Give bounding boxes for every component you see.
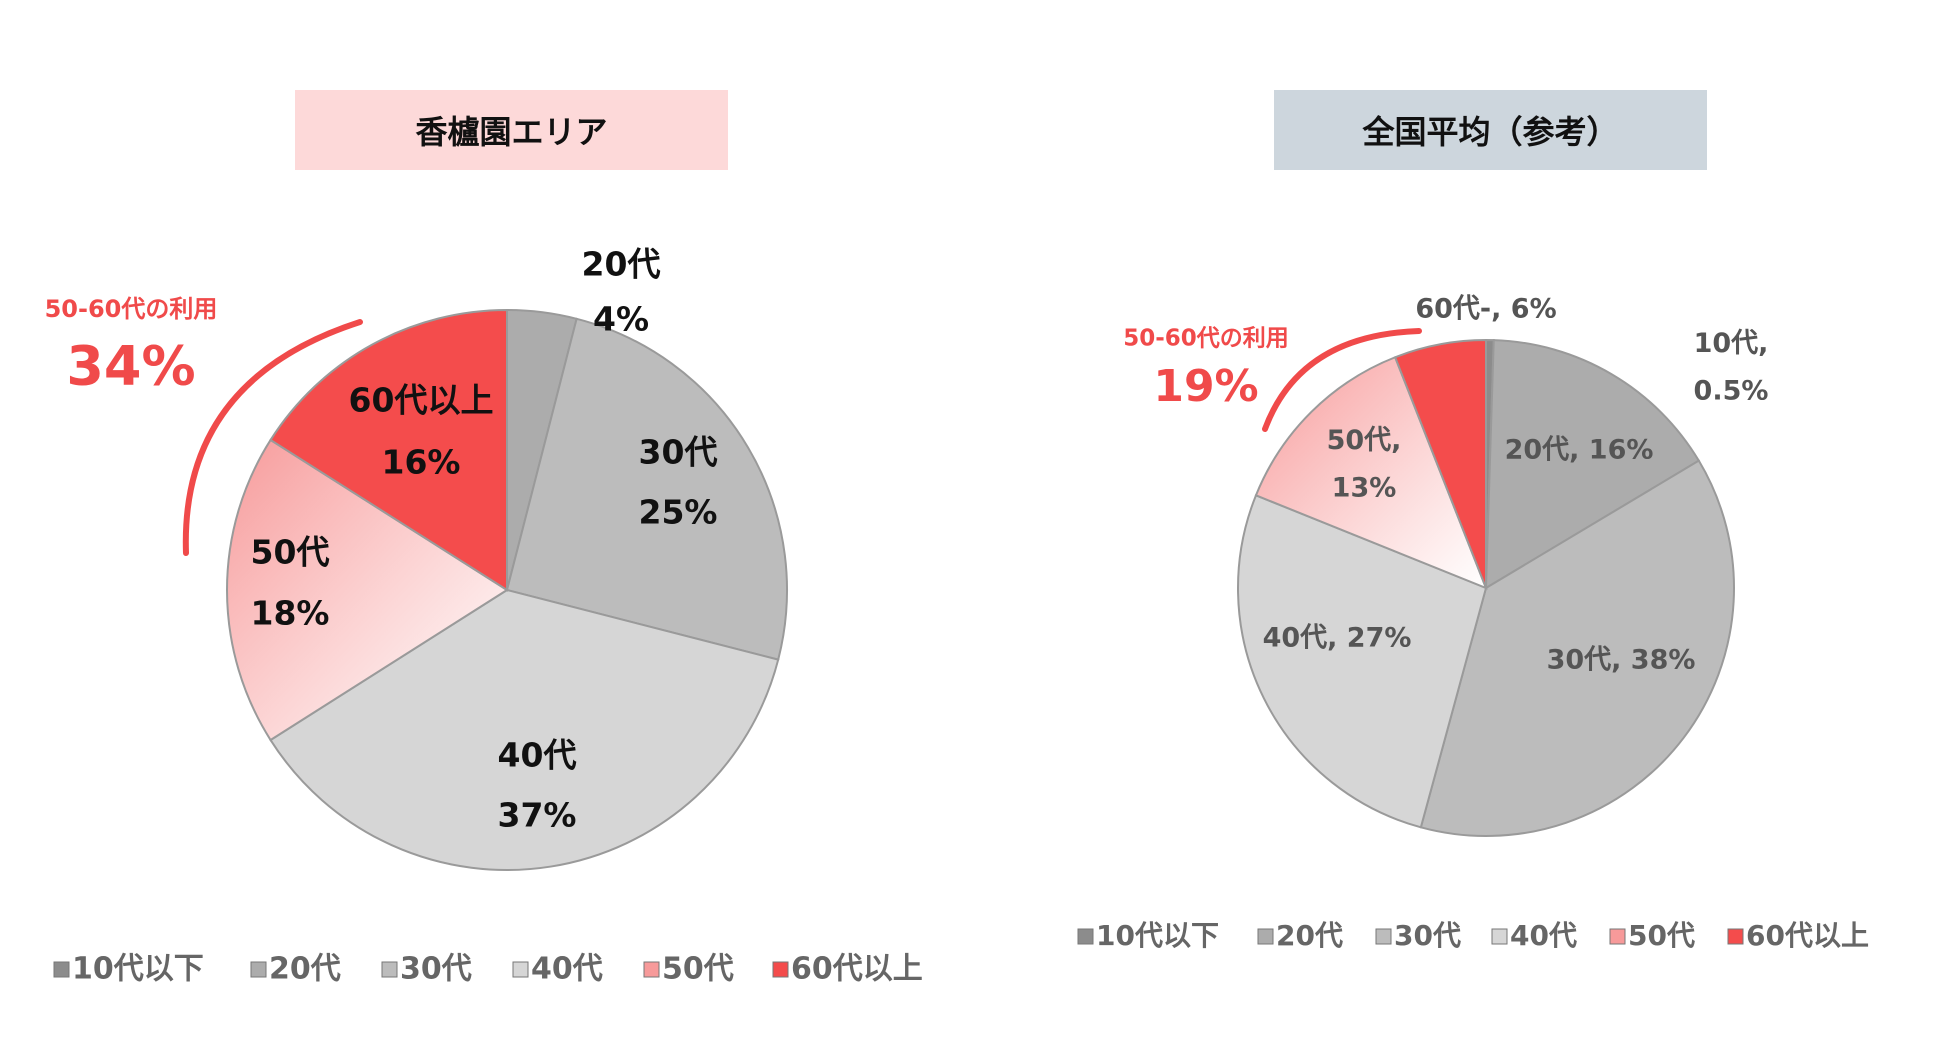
pie-slice (1237, 494, 1488, 829)
pie-slice (505, 317, 788, 661)
slice-category-label: 60代以上 (349, 381, 494, 420)
legend-label: 20代 (1276, 919, 1343, 952)
legend-label: 60代以上 (1746, 919, 1869, 952)
legend-label: 50代 (1628, 919, 1695, 952)
legend-marker (1077, 928, 1094, 945)
data-label: 60代-, 6% (1415, 294, 1556, 325)
data-label: 10代, 0.5% (1694, 328, 1769, 406)
legend-marker (512, 961, 529, 978)
legend-marker (1727, 928, 1744, 945)
chart-title: 香櫨園エリア (295, 90, 728, 170)
legend-marker (1257, 928, 1274, 945)
data-label: 4% (593, 300, 649, 339)
legend-label: 30代 (1394, 919, 1461, 952)
data-label: 30代, 38% (1547, 645, 1696, 676)
data-label: 37% (498, 796, 577, 835)
legend-marker (1491, 928, 1508, 945)
slice-category-label: 30代 (639, 433, 718, 472)
pie-slice (1419, 459, 1735, 837)
slice-category-label: 50代 (251, 533, 330, 572)
pie-slice (1254, 355, 1488, 590)
legend-label: 20代 (269, 952, 341, 987)
legend-label: 40代 (1510, 919, 1577, 952)
pie-slice (269, 308, 508, 592)
data-label: 18% (251, 594, 330, 633)
legend-label: 10代以下 (72, 952, 204, 987)
pie-slice (1484, 339, 1701, 590)
legend-marker (772, 961, 789, 978)
data-label: 20代, 16% (1505, 435, 1654, 466)
pie-slice (226, 438, 509, 742)
legend-marker (381, 961, 398, 978)
data-label: 25% (639, 493, 718, 532)
data-label: 16% (382, 443, 461, 482)
legend-label: 30代 (400, 952, 472, 987)
legend-label: 10代以下 (1096, 919, 1219, 952)
legend-marker (1609, 928, 1626, 945)
annotation-label: 50-60代の利用 (1123, 326, 1289, 352)
legend-marker (53, 961, 70, 978)
annotation-arc (182, 319, 363, 556)
data-label: 40代, 27% (1263, 623, 1412, 654)
legend-marker (1375, 928, 1392, 945)
slice-category-label: 20代 (582, 245, 661, 284)
legend-marker (643, 961, 660, 978)
legend-label: 50代 (662, 952, 734, 987)
legend-label: 60代以上 (791, 952, 923, 987)
pie-slice (1393, 338, 1487, 589)
annotation-value: 34% (66, 335, 195, 398)
chart-title: 全国平均（参考） (1274, 90, 1707, 170)
annotation-arc (1262, 328, 1422, 432)
data-label: 50代, 13% (1327, 425, 1402, 503)
legend-label: 40代 (531, 952, 603, 987)
slice-category-label: 40代 (498, 736, 577, 775)
annotation-value: 19% (1153, 361, 1258, 412)
legend-marker (250, 961, 267, 978)
annotation-label: 50-60代の利用 (45, 295, 218, 323)
